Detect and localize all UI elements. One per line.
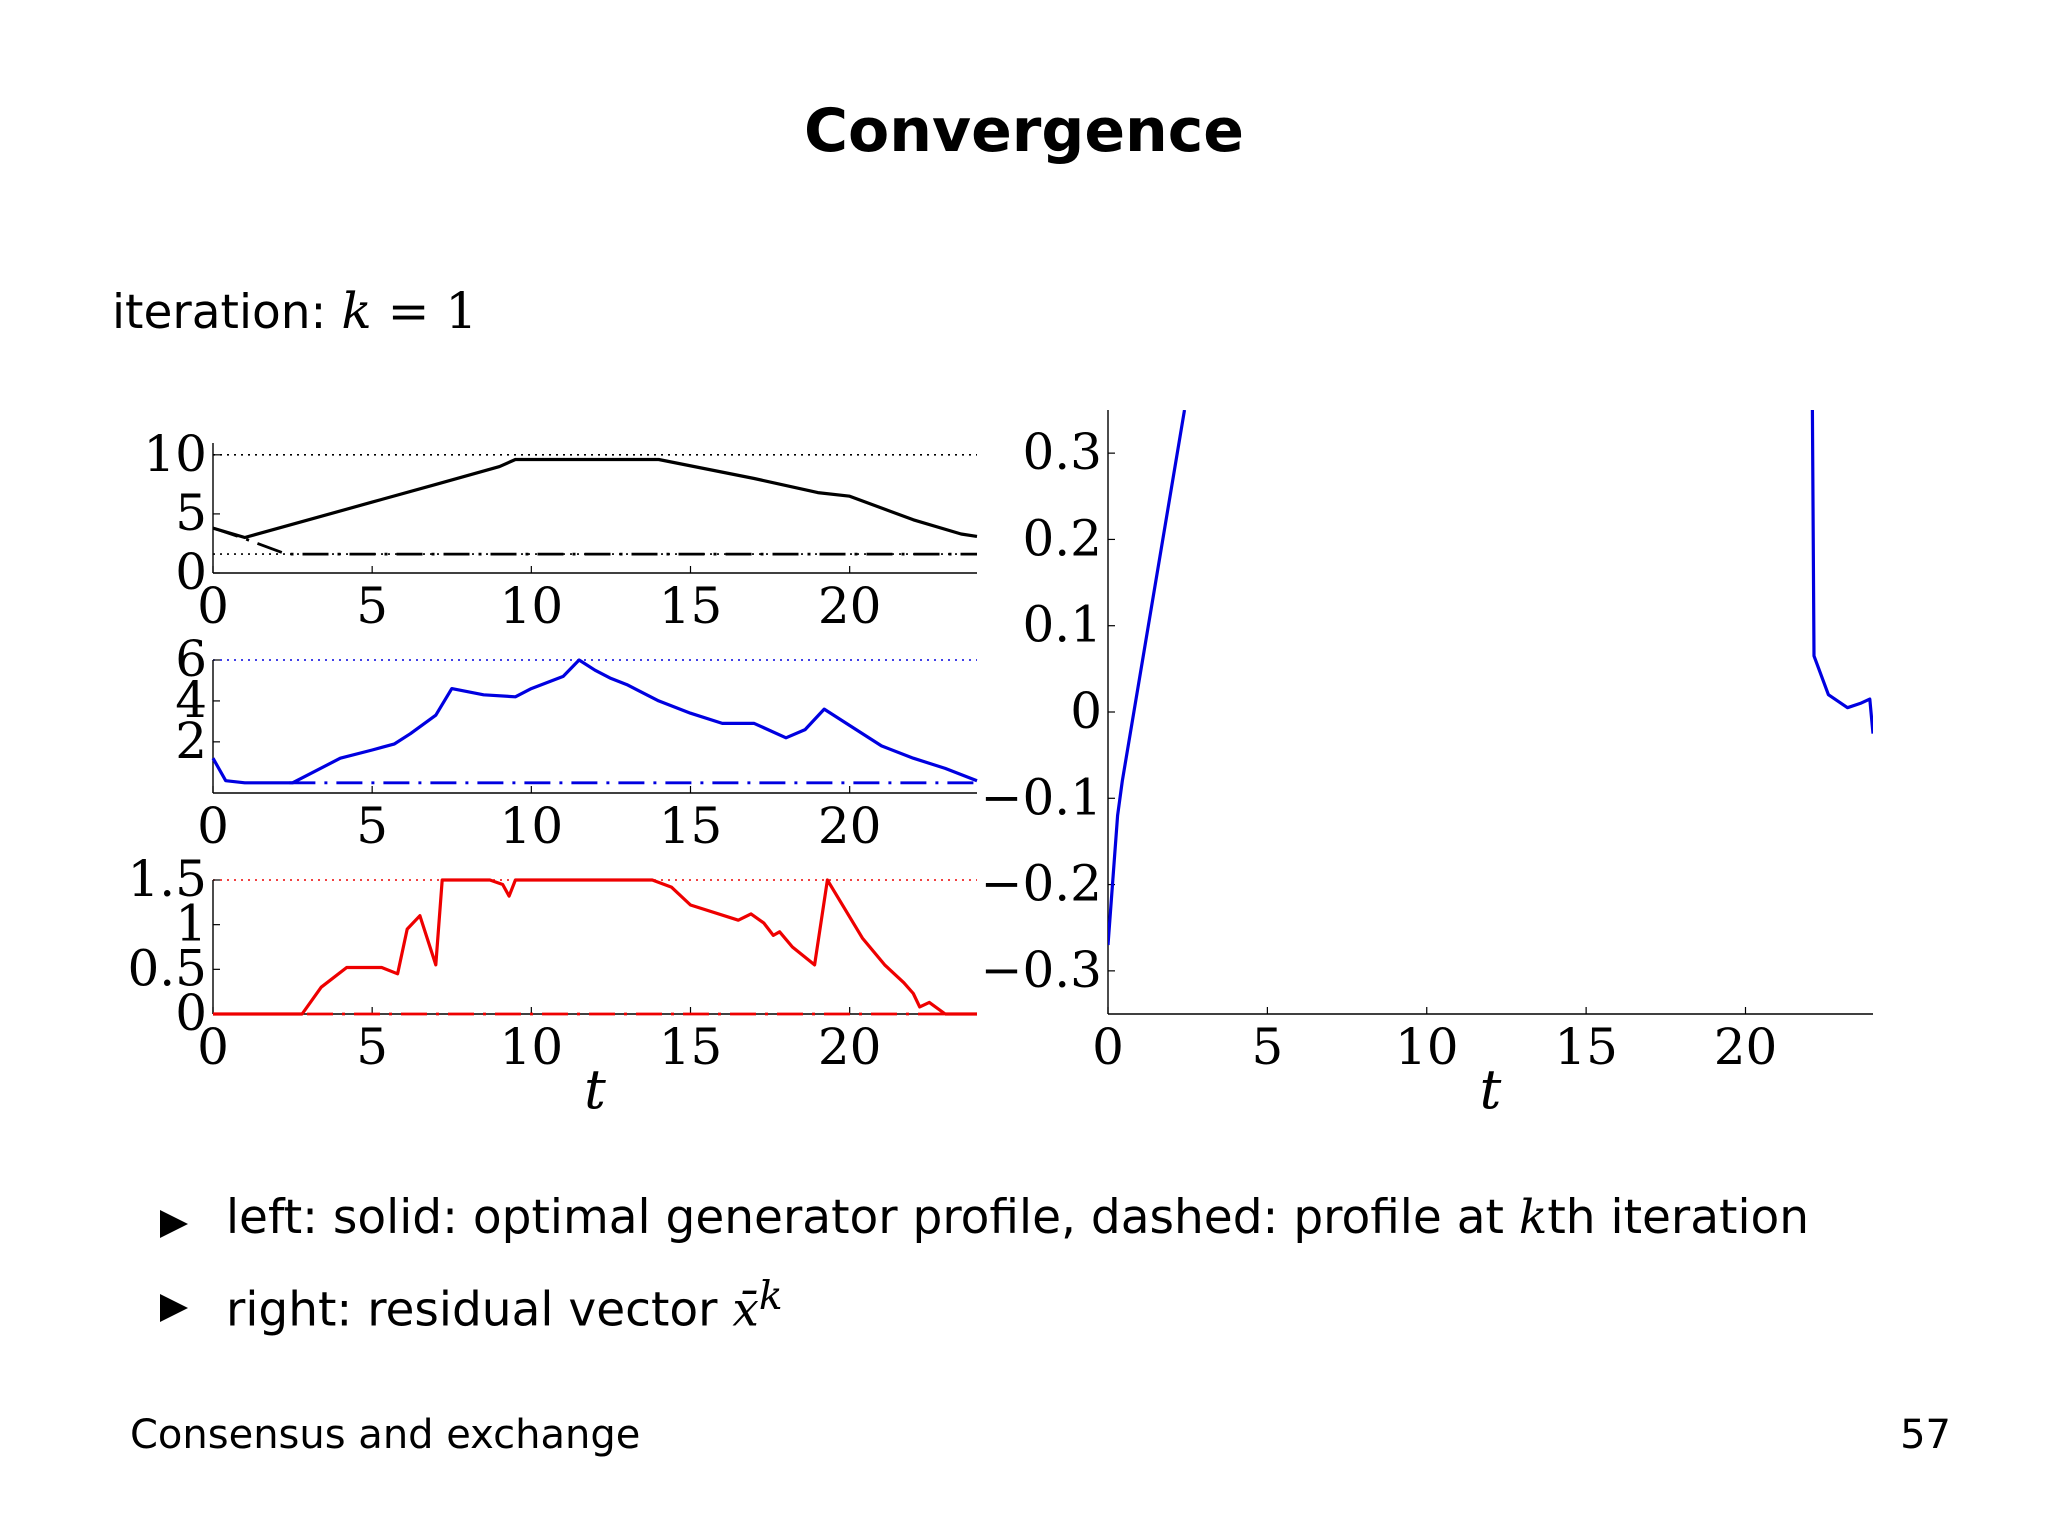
y-tick-label: 0.2: [1022, 509, 1102, 567]
y-tick-label: 6: [175, 630, 207, 688]
iteration-var: k: [341, 282, 372, 340]
y-tick-label: 0.5: [127, 939, 207, 997]
y-tick-label: 4: [175, 671, 207, 729]
footer-section-title: Consensus and exchange: [130, 1412, 641, 1458]
x-axis-label: t: [1480, 1058, 1502, 1120]
y-tick-label: 0: [175, 543, 207, 601]
series-line-solid: [213, 878, 977, 1016]
x-tick-label: 20: [818, 1018, 882, 1076]
series-line-solid: [212, 457, 978, 540]
y-tick-label: −0.3: [981, 941, 1102, 999]
series-line-solid: [1108, 410, 1187, 946]
x-tick-label: 15: [659, 1018, 723, 1076]
x-tick-label: 15: [659, 797, 723, 855]
bullet-text: left: solid: optimal generator profile, …: [226, 1190, 1809, 1245]
x-tick-label: 20: [818, 797, 882, 855]
bullet-math-var: k: [1518, 1190, 1548, 1245]
bullet-triangle-icon: [160, 1210, 188, 1238]
x-tick-label: 0: [197, 577, 229, 635]
y-tick-label: 0.1: [1022, 596, 1102, 654]
y-tick-label: 10: [143, 425, 207, 483]
bullet-text-pre: left: solid: optimal generator profile, …: [226, 1190, 1519, 1245]
bullet-text-post: th iteration: [1547, 1190, 1810, 1245]
iteration-value: k = 1: [341, 282, 477, 340]
bullet-triangle-icon: [160, 1294, 188, 1322]
bullet-text-pre: right: residual vector: [226, 1282, 733, 1338]
chart-panel-right: 0 5 10 15 20 −0.3 −0.2 −0.1 0 0.1 0.2 0.3 t: [981, 410, 1873, 1120]
series-line-solid: [1810, 410, 1873, 734]
x-tick-label: 0: [197, 797, 229, 855]
series-line-solid: [211, 658, 978, 785]
y-tick-label: 1.5: [127, 850, 207, 908]
iteration-text: iteration:: [112, 285, 327, 340]
x-tick-label: 10: [500, 1018, 564, 1076]
x-tick-label: 5: [356, 797, 388, 855]
x-tick-label: 10: [1395, 1018, 1459, 1076]
x-tick-label: 5: [1251, 1018, 1283, 1076]
y-tick-label: −0.2: [981, 855, 1102, 913]
x-tick-label: 10: [500, 577, 564, 635]
y-tick-label: 0: [1070, 682, 1102, 740]
x-tick-label: 10: [500, 797, 564, 855]
bullet-math-sup: k: [758, 1274, 783, 1319]
x-tick-label: 20: [1714, 1018, 1778, 1076]
slide-title: Convergence: [804, 96, 1244, 166]
iteration-label: iteration: k = 1: [112, 282, 477, 340]
x-axis-label: t: [584, 1058, 606, 1120]
x-tick-label: 15: [659, 577, 723, 635]
y-tick-label: 2: [175, 712, 207, 770]
y-tick-label: 1: [175, 895, 207, 953]
iteration-eq: = 1: [371, 282, 478, 340]
bullet-math-var: x̄: [732, 1282, 759, 1338]
page-number: 57: [1900, 1412, 1951, 1458]
y-tick-label: 0: [175, 984, 207, 1042]
chart-panel-left-middle: 0 5 10 15 20 246: [175, 630, 978, 855]
x-tick-label: 0: [197, 1018, 229, 1076]
x-tick-label: 20: [818, 577, 882, 635]
series-line-dashed: [212, 526, 977, 556]
x-tick-label: 15: [1554, 1018, 1618, 1076]
x-tick-label: 5: [356, 577, 388, 635]
y-tick-label: 0.3: [1022, 423, 1102, 481]
bullet-text: right: residual vector x̄k: [226, 1274, 783, 1338]
x-tick-label: 0: [1092, 1018, 1124, 1076]
y-tick-label: 5: [175, 484, 207, 542]
x-tick-label: 5: [356, 1018, 388, 1076]
y-tick-label: −0.1: [981, 768, 1102, 826]
